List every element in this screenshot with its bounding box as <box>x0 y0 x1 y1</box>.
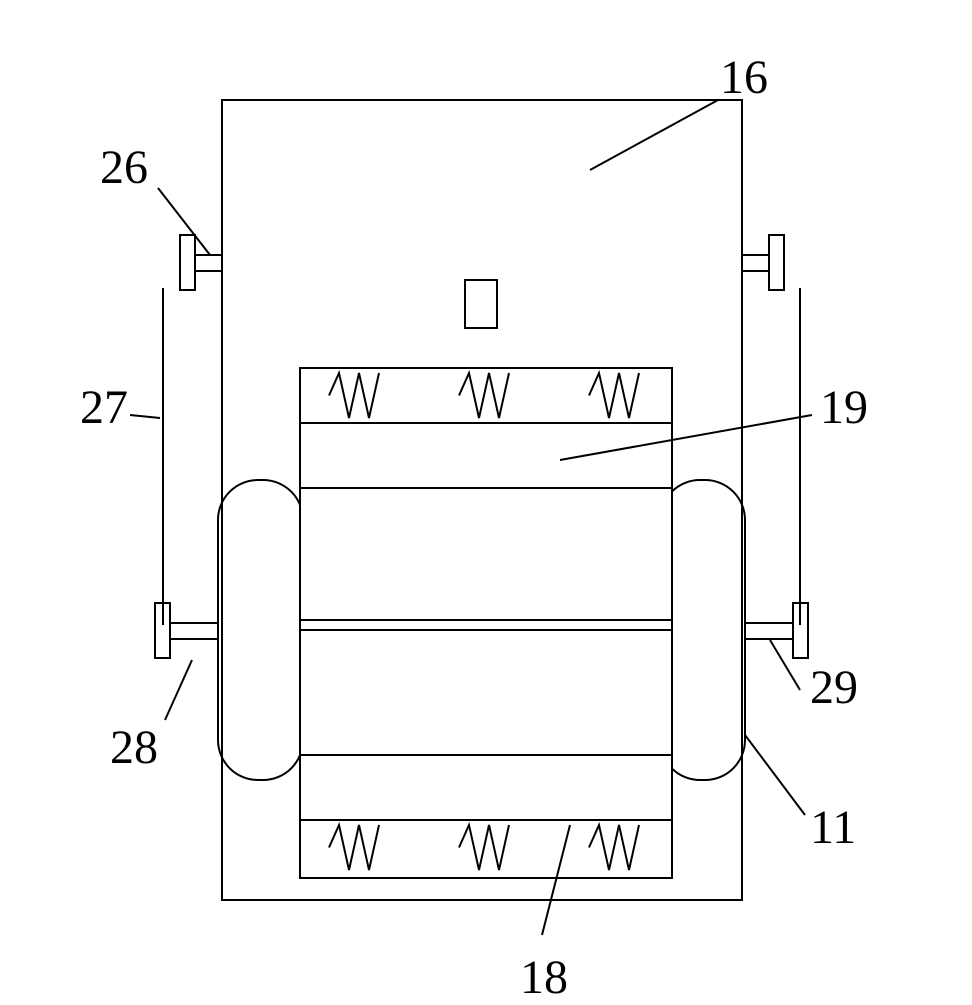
label-29: 29 <box>810 660 858 715</box>
label-11: 11 <box>810 800 856 855</box>
label-27: 27 <box>80 380 128 435</box>
label-19: 19 <box>820 380 868 435</box>
label-16: 16 <box>720 50 768 105</box>
label-26: 26 <box>100 140 148 195</box>
label-18: 18 <box>520 950 568 1005</box>
label-28: 28 <box>110 720 158 775</box>
